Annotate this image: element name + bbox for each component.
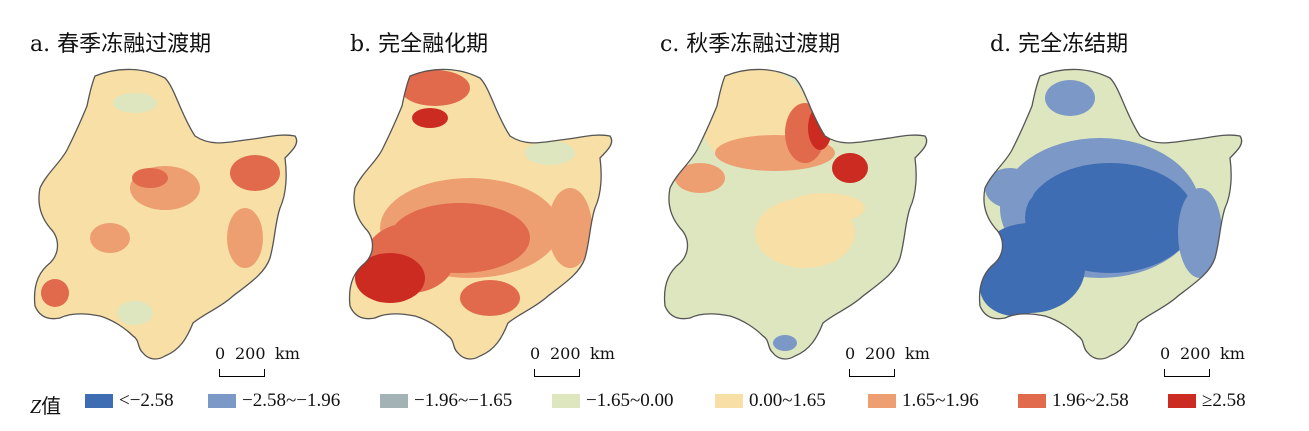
scalebar-bar [219,369,265,377]
scalebar-unit: km [275,344,300,363]
legend-item: <−2.58 [85,390,174,412]
legend-swatch [208,394,236,408]
legend-label: −1.96~−1.65 [414,390,513,411]
legend-label: 1.96~2.58 [1052,390,1129,411]
map-panel-a: a. 春季冻融过渡期 0 200 km [25,0,345,380]
legend-label: −2.58~−1.96 [242,390,341,411]
legend-swatch [380,394,408,408]
map-panel-b: b. 完全融化期 0 200 km [340,0,660,380]
legend-item: 1.65~1.96 [868,390,979,412]
legend-item: −2.58~−1.96 [208,390,340,412]
scalebar-a: 0 200 km [215,344,345,378]
legend-swatch [715,394,743,408]
scalebar-b: 0 200 km [530,344,660,378]
map-d [978,68,1243,360]
scalebar-zero: 0 [1160,344,1171,363]
scalebar-dist: 200 [865,344,896,363]
scalebar-bar [1164,369,1210,377]
map-panel-d: d. 完全冻结期 0 200 km [970,0,1290,380]
scalebar-dist: 200 [550,344,581,363]
scalebar-dist: 200 [235,344,266,363]
map-c [663,68,928,360]
panel-title-a: a. 春季冻融过渡期 [30,32,212,57]
legend: Z值 <−2.58 −2.58~−1.96 −1.96~−1.65 −1.65~… [30,388,1300,418]
legend-item: 1.96~2.58 [1018,390,1129,412]
legend-title: Z值 [30,390,61,419]
legend-item: −1.96~−1.65 [380,390,512,412]
scalebar-zero: 0 [845,344,856,363]
legend-title-suffix: 值 [41,396,62,418]
legend-item: −1.65~0.00 [552,390,674,412]
legend-label: ≥2.58 [1202,390,1246,411]
legend-swatch [1018,394,1046,408]
map-a [33,68,298,360]
scalebar-zero: 0 [215,344,226,363]
map-panel-c: c. 秋季冻融过渡期 0 200 km [655,0,975,380]
map-b [348,68,613,360]
legend-title-symbol: Z [30,396,42,418]
legend-swatch [552,394,580,408]
panel-title-b: b. 完全融化期 [350,32,489,57]
legend-label: 0.00~1.65 [749,390,826,411]
legend-swatch [868,394,896,408]
scalebar-unit: km [590,344,615,363]
scalebar-zero: 0 [530,344,541,363]
scalebar-bar [534,369,580,377]
scalebar-c: 0 200 km [845,344,975,378]
scalebar-d: 0 200 km [1160,344,1290,378]
scalebar-bar [849,369,895,377]
panel-title-d: d. 完全冻结期 [990,32,1129,57]
panel-title-c: c. 秋季冻融过渡期 [660,32,841,57]
scalebar-dist: 200 [1180,344,1211,363]
legend-swatch [85,394,113,408]
scalebar-unit: km [1220,344,1245,363]
legend-label: <−2.58 [119,390,174,411]
legend-label: −1.65~0.00 [586,390,674,411]
legend-label: 1.65~1.96 [902,390,979,411]
legend-swatch [1168,394,1196,408]
legend-item: 0.00~1.65 [715,390,826,412]
legend-item: ≥2.58 [1168,390,1246,412]
scalebar-unit: km [905,344,930,363]
